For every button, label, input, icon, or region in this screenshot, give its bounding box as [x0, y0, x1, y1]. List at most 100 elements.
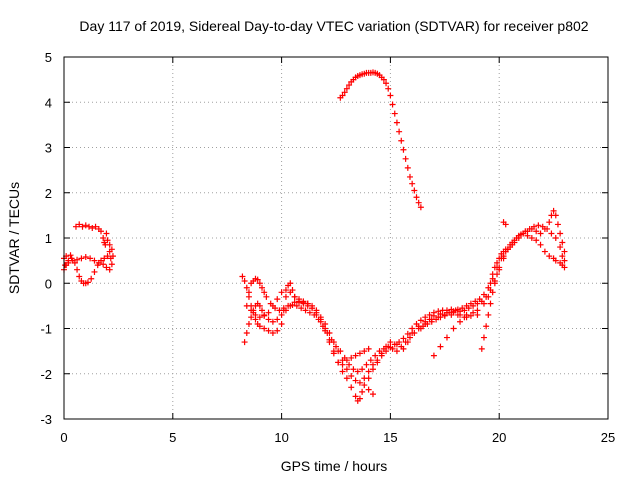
data-point-marker — [552, 235, 559, 241]
data-point-marker — [537, 230, 544, 237]
data-point-marker — [265, 316, 272, 323]
data-point-marker — [259, 307, 266, 314]
data-point-marker — [467, 312, 474, 319]
y-tick-label: 2 — [45, 186, 52, 201]
data-point-marker — [348, 354, 355, 361]
data-point-marker — [296, 296, 303, 303]
data-point-marker — [278, 311, 285, 318]
data-point-marker — [400, 146, 407, 153]
data-point-marker — [76, 273, 83, 280]
data-point-marker — [248, 307, 255, 314]
x-tick-label: 20 — [492, 430, 506, 445]
data-point-marker — [278, 320, 285, 327]
data-point-marker — [65, 259, 72, 266]
data-point-marker — [241, 277, 248, 284]
x-tick-label: 15 — [383, 430, 397, 445]
data-point-marker — [472, 298, 479, 305]
data-point-marker — [101, 255, 108, 262]
data-point-marker — [106, 241, 113, 248]
data-point-marker — [103, 264, 110, 271]
data-point-marker — [489, 289, 496, 296]
series-loop-early — [61, 248, 115, 287]
data-point-marker — [443, 309, 450, 316]
data-point-marker — [406, 173, 413, 180]
data-point-marker — [341, 89, 348, 96]
data-point-marker — [365, 375, 372, 382]
data-point-marker — [100, 235, 107, 241]
data-point-marker — [528, 225, 535, 232]
data-point-marker — [343, 366, 350, 373]
data-point-marker — [478, 345, 485, 352]
data-point-marker — [82, 254, 89, 261]
data-point-marker — [337, 348, 344, 355]
data-point-marker — [293, 302, 300, 309]
data-point-marker — [245, 320, 252, 327]
data-point-marker — [417, 204, 424, 211]
data-point-marker — [309, 305, 316, 312]
data-point-marker — [389, 345, 396, 352]
data-point-marker — [494, 271, 501, 278]
data-point-marker — [387, 92, 394, 99]
data-point-marker — [363, 361, 370, 368]
data-point-marker — [317, 318, 324, 325]
plot-frame — [63, 56, 609, 420]
data-point-marker — [343, 357, 350, 364]
data-point-marker — [502, 221, 509, 228]
series-track-a — [241, 222, 568, 386]
data-point-marker — [541, 225, 548, 232]
data-point-marker — [409, 180, 416, 187]
data-point-marker — [269, 302, 276, 309]
data-point-marker — [480, 334, 487, 341]
data-point-marker — [463, 314, 470, 321]
data-point-marker — [437, 343, 444, 350]
data-point-marker — [417, 325, 424, 332]
series-track-c — [245, 207, 568, 375]
data-point-marker — [450, 325, 457, 332]
data-point-marker — [76, 221, 83, 228]
data-point-marker — [559, 239, 566, 246]
data-point-marker — [86, 223, 93, 230]
data-point-marker — [339, 368, 346, 375]
data-point-marker — [263, 293, 270, 300]
x-axis-title: GPS time / hours — [281, 458, 388, 474]
data-point-marker — [535, 222, 542, 229]
data-point-marker — [474, 311, 481, 318]
series-loop-early-upper — [72, 221, 116, 260]
data-point-marker — [261, 289, 268, 296]
data-point-marker — [393, 348, 400, 355]
data-point-marker — [459, 305, 466, 312]
data-point-marker — [287, 289, 294, 296]
data-point-marker — [291, 293, 298, 300]
data-point-marker — [385, 343, 392, 350]
data-point-marker — [69, 257, 76, 264]
data-point-marker — [389, 101, 396, 108]
data-point-marker — [417, 317, 424, 324]
data-point-marker — [82, 222, 89, 229]
y-tick-label: 0 — [45, 276, 52, 291]
data-point-marker — [489, 275, 496, 282]
data-point-marker — [365, 386, 372, 393]
data-points — [61, 69, 568, 404]
data-point-marker — [274, 316, 281, 323]
x-tick-label: 5 — [169, 430, 176, 445]
data-point-marker — [79, 223, 86, 230]
data-point-marker — [278, 289, 285, 296]
data-point-marker — [343, 85, 350, 92]
data-point-marker — [450, 309, 457, 316]
data-point-marker — [248, 314, 255, 321]
data-point-marker — [243, 284, 250, 291]
y-tick-label: 4 — [45, 95, 52, 110]
data-point-marker — [256, 314, 263, 321]
data-point-marker — [243, 302, 250, 309]
data-point-marker — [496, 264, 503, 271]
data-point-marker — [561, 264, 568, 271]
data-point-marker — [359, 366, 366, 373]
data-point-marker — [84, 279, 91, 286]
data-point-marker — [356, 395, 363, 402]
data-point-marker — [91, 268, 98, 275]
data-point-marker — [404, 164, 411, 171]
y-tick-label: 3 — [45, 141, 52, 156]
data-point-marker — [109, 253, 116, 260]
data-point-marker — [552, 257, 559, 264]
data-point-marker — [454, 306, 461, 313]
